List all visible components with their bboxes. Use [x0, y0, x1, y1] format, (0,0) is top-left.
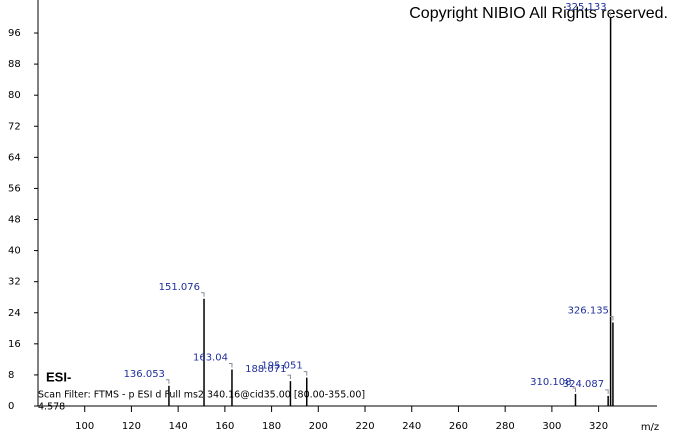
- label-leader: [609, 315, 614, 321]
- x-tick-label: 100: [75, 421, 94, 432]
- peak-label: 163.04: [193, 352, 228, 363]
- peak-label: 326.135: [568, 305, 609, 316]
- peak-label: 151.076: [159, 282, 200, 293]
- x-tick-label: 240: [402, 421, 421, 432]
- x-tick-label: 120: [122, 421, 141, 432]
- label-leader: [228, 362, 233, 368]
- label-leader: [605, 389, 609, 394]
- y-tick-label: 96: [8, 28, 21, 39]
- label-leader: [287, 374, 291, 380]
- peak-label: 195.051: [261, 361, 302, 372]
- x-tick-label: 180: [262, 421, 281, 432]
- x-tick-label: 200: [309, 421, 328, 432]
- scan-filter: Scan Filter: FTMS - p ESI d Full ms2 340…: [38, 390, 365, 401]
- y-tick-label: 0: [8, 401, 14, 412]
- label-leader: [303, 371, 308, 376]
- y-tick-label: 48: [8, 215, 21, 226]
- y-tick-label: 56: [8, 183, 21, 194]
- x-axis-label: m/z: [641, 422, 659, 433]
- peak-label: 136.053: [124, 369, 165, 380]
- x-tick-label: 320: [589, 421, 608, 432]
- x-tick-label: 260: [449, 421, 468, 432]
- x-tick-label: 220: [355, 421, 374, 432]
- y-tick-label: 88: [8, 59, 21, 70]
- label-leader: [165, 379, 170, 384]
- x-tick-label: 140: [169, 421, 188, 432]
- y-tick-label: 8: [8, 370, 14, 381]
- x-tick-label: 160: [215, 421, 234, 432]
- x-tick-label: 300: [542, 421, 561, 432]
- label-leader: [607, 12, 612, 16]
- y-tick-label: 16: [8, 339, 21, 350]
- peak-label: 310.108: [530, 377, 571, 388]
- y-tick-label: 64: [8, 152, 21, 163]
- label-leader: [572, 387, 576, 392]
- y-tick-label: 40: [8, 246, 21, 257]
- x-tick-label: 280: [496, 421, 515, 432]
- y-tick-label: 72: [8, 121, 21, 132]
- peak-label: 325.133: [565, 2, 606, 13]
- copyright: Copyright NIBIO All Rights reserved.: [409, 5, 668, 22]
- y-tick-label: 80: [8, 90, 21, 101]
- peak-label: 324.087: [563, 379, 604, 390]
- y-tick-label: 32: [8, 277, 21, 288]
- base-intensity: 4.578: [38, 402, 65, 413]
- y-tick-label: 24: [8, 308, 21, 319]
- peak-label: 188.071: [245, 364, 286, 375]
- label-leader: [201, 292, 205, 297]
- ionization: ESI-: [46, 369, 71, 384]
